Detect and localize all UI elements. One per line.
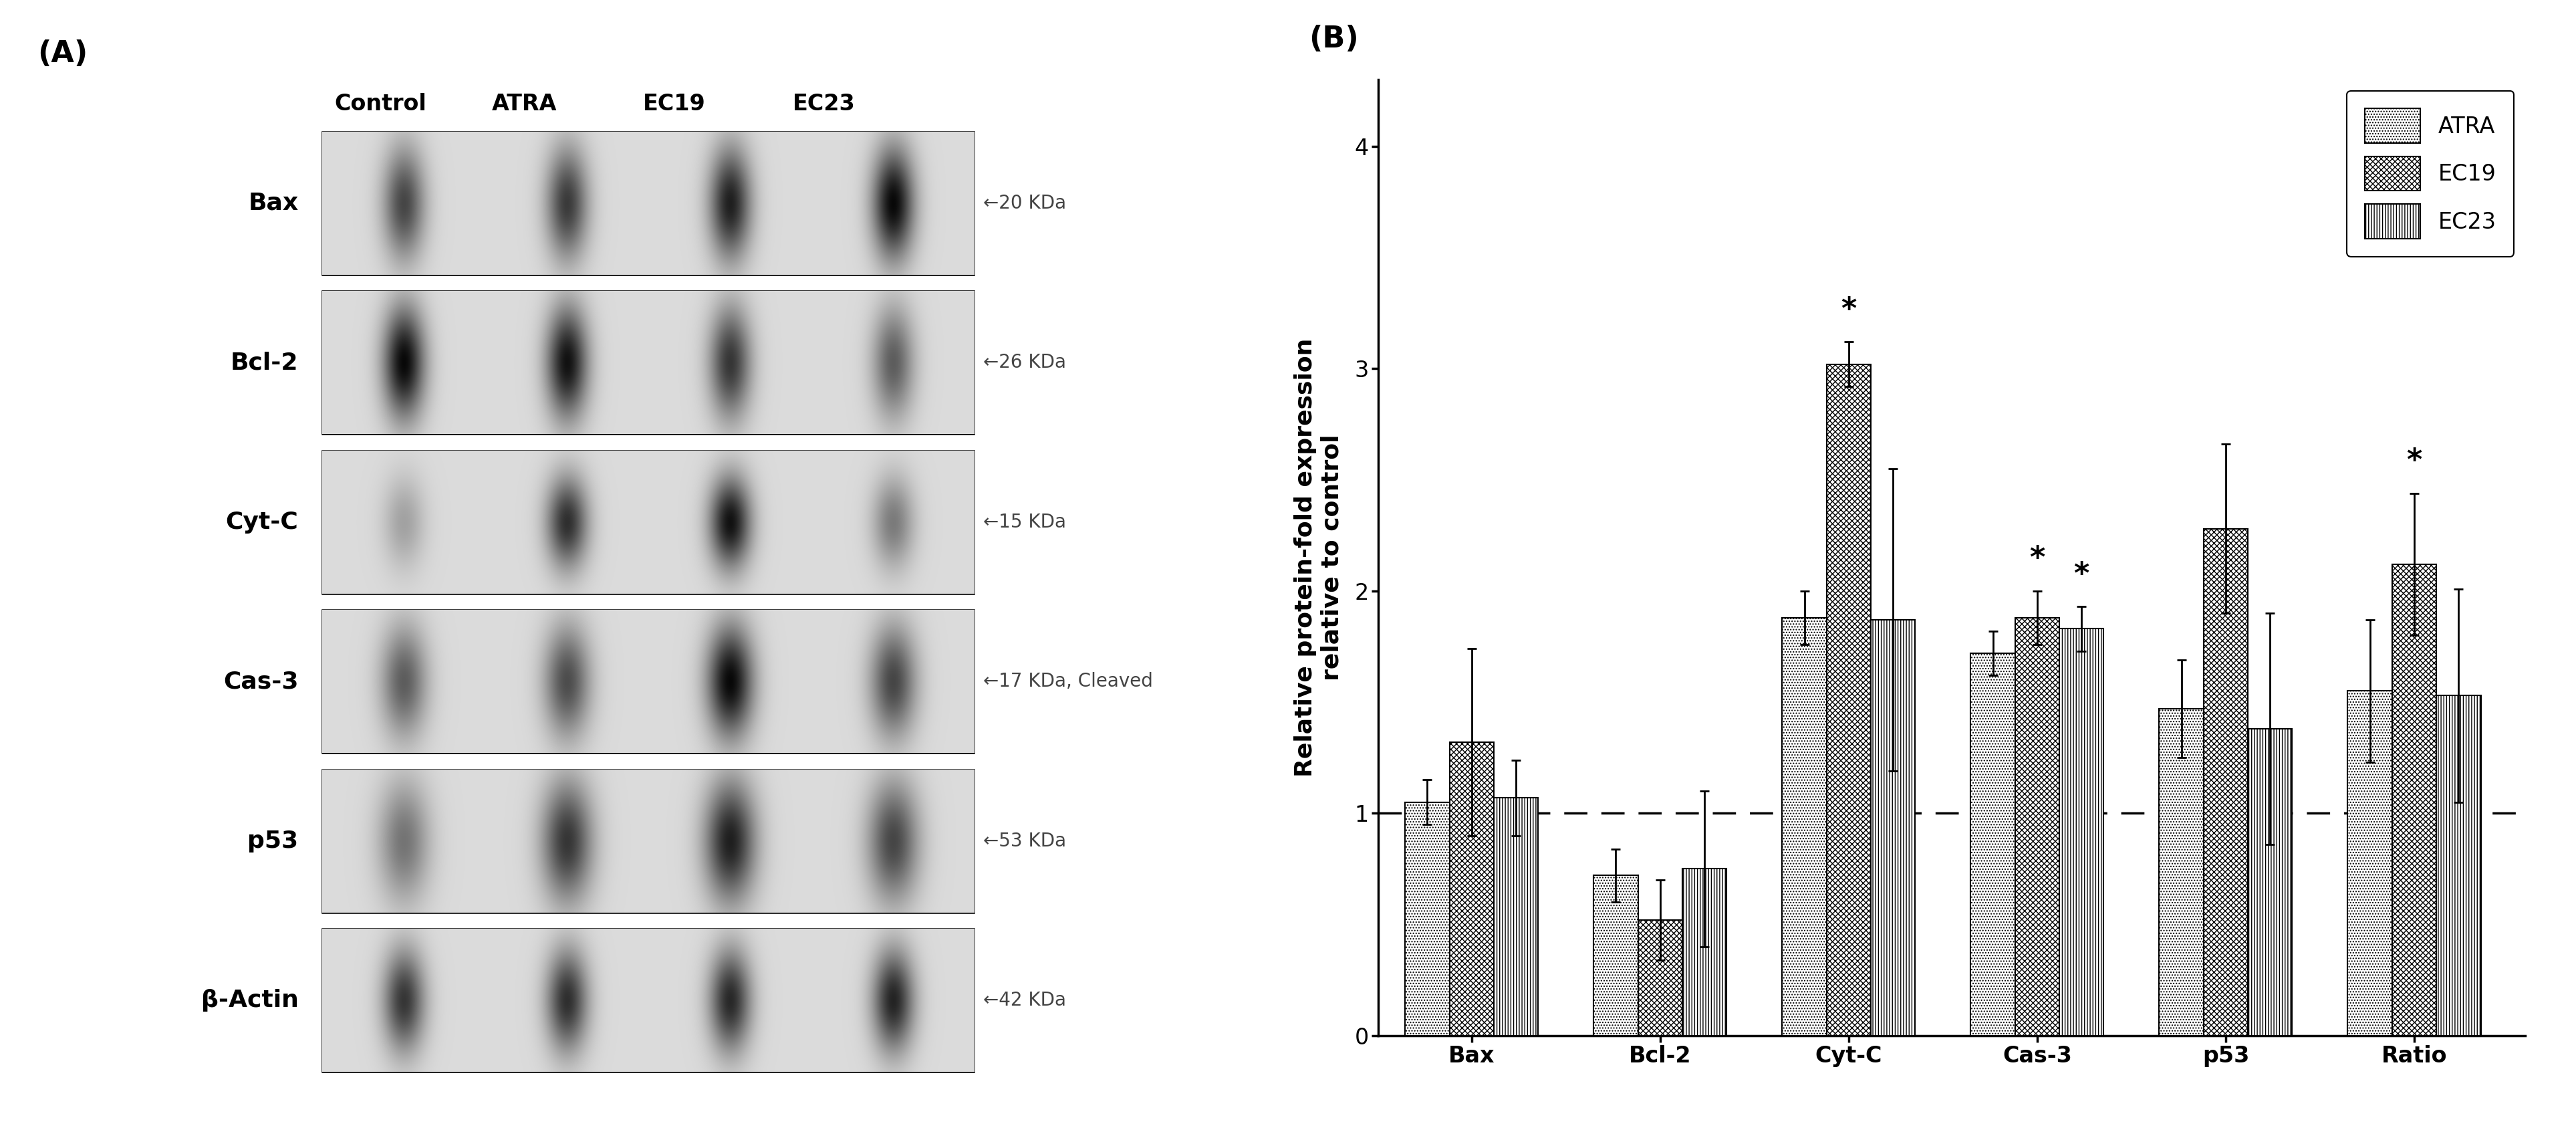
Text: Cyt-C: Cyt-C [227, 511, 299, 534]
Text: (B): (B) [1309, 25, 1358, 53]
Bar [322, 291, 974, 434]
Text: Bax: Bax [247, 191, 299, 214]
Bar [1494, 798, 1538, 1036]
Bar [1826, 364, 1870, 1036]
Bar [2014, 618, 2058, 1036]
Text: ←15 KDa: ←15 KDa [984, 512, 1066, 531]
Text: β-Actin: β-Actin [201, 989, 299, 1012]
Bar [1592, 875, 1638, 1036]
Text: Cas-3: Cas-3 [224, 670, 299, 693]
Text: *: * [2074, 560, 2089, 588]
Bar [322, 610, 974, 753]
Text: p53: p53 [247, 830, 299, 852]
Text: EC19: EC19 [641, 93, 706, 115]
Bar [2159, 709, 2202, 1036]
Bar [1682, 868, 1726, 1036]
Bar [1971, 653, 2014, 1036]
Y-axis label: Relative protein-fold expression
relative to control: Relative protein-fold expression relativ… [1293, 338, 1342, 777]
Bar [2202, 529, 2246, 1036]
Text: *: * [1839, 296, 1855, 324]
Bar [322, 451, 974, 594]
Bar [2246, 728, 2293, 1036]
Text: ←20 KDa: ←20 KDa [984, 193, 1066, 213]
Bar [2058, 629, 2102, 1036]
Bar [1638, 920, 1682, 1036]
Bar [322, 929, 974, 1072]
Legend: ATRA, EC19, EC23: ATRA, EC19, EC23 [2347, 91, 2514, 256]
Text: ←53 KDa: ←53 KDa [984, 832, 1066, 850]
Text: ←17 KDa, Cleaved: ←17 KDa, Cleaved [984, 673, 1154, 691]
Text: ←42 KDa: ←42 KDa [984, 991, 1066, 1009]
Text: ←26 KDa: ←26 KDa [984, 353, 1066, 372]
Text: *: * [2406, 446, 2421, 476]
Text: Bcl-2: Bcl-2 [229, 352, 299, 374]
Bar [2347, 691, 2391, 1036]
Bar [1404, 802, 1450, 1036]
Text: EC23: EC23 [793, 93, 855, 115]
Text: Control: Control [335, 93, 428, 115]
Bar [1450, 742, 1494, 1036]
Bar [2437, 695, 2481, 1036]
Bar [2391, 564, 2437, 1036]
Text: (A): (A) [39, 40, 88, 68]
Text: *: * [2030, 544, 2045, 574]
Bar [322, 131, 974, 274]
Text: ATRA: ATRA [492, 93, 556, 115]
Bar [1870, 620, 1914, 1036]
Bar [1783, 618, 1826, 1036]
Bar [322, 769, 974, 913]
